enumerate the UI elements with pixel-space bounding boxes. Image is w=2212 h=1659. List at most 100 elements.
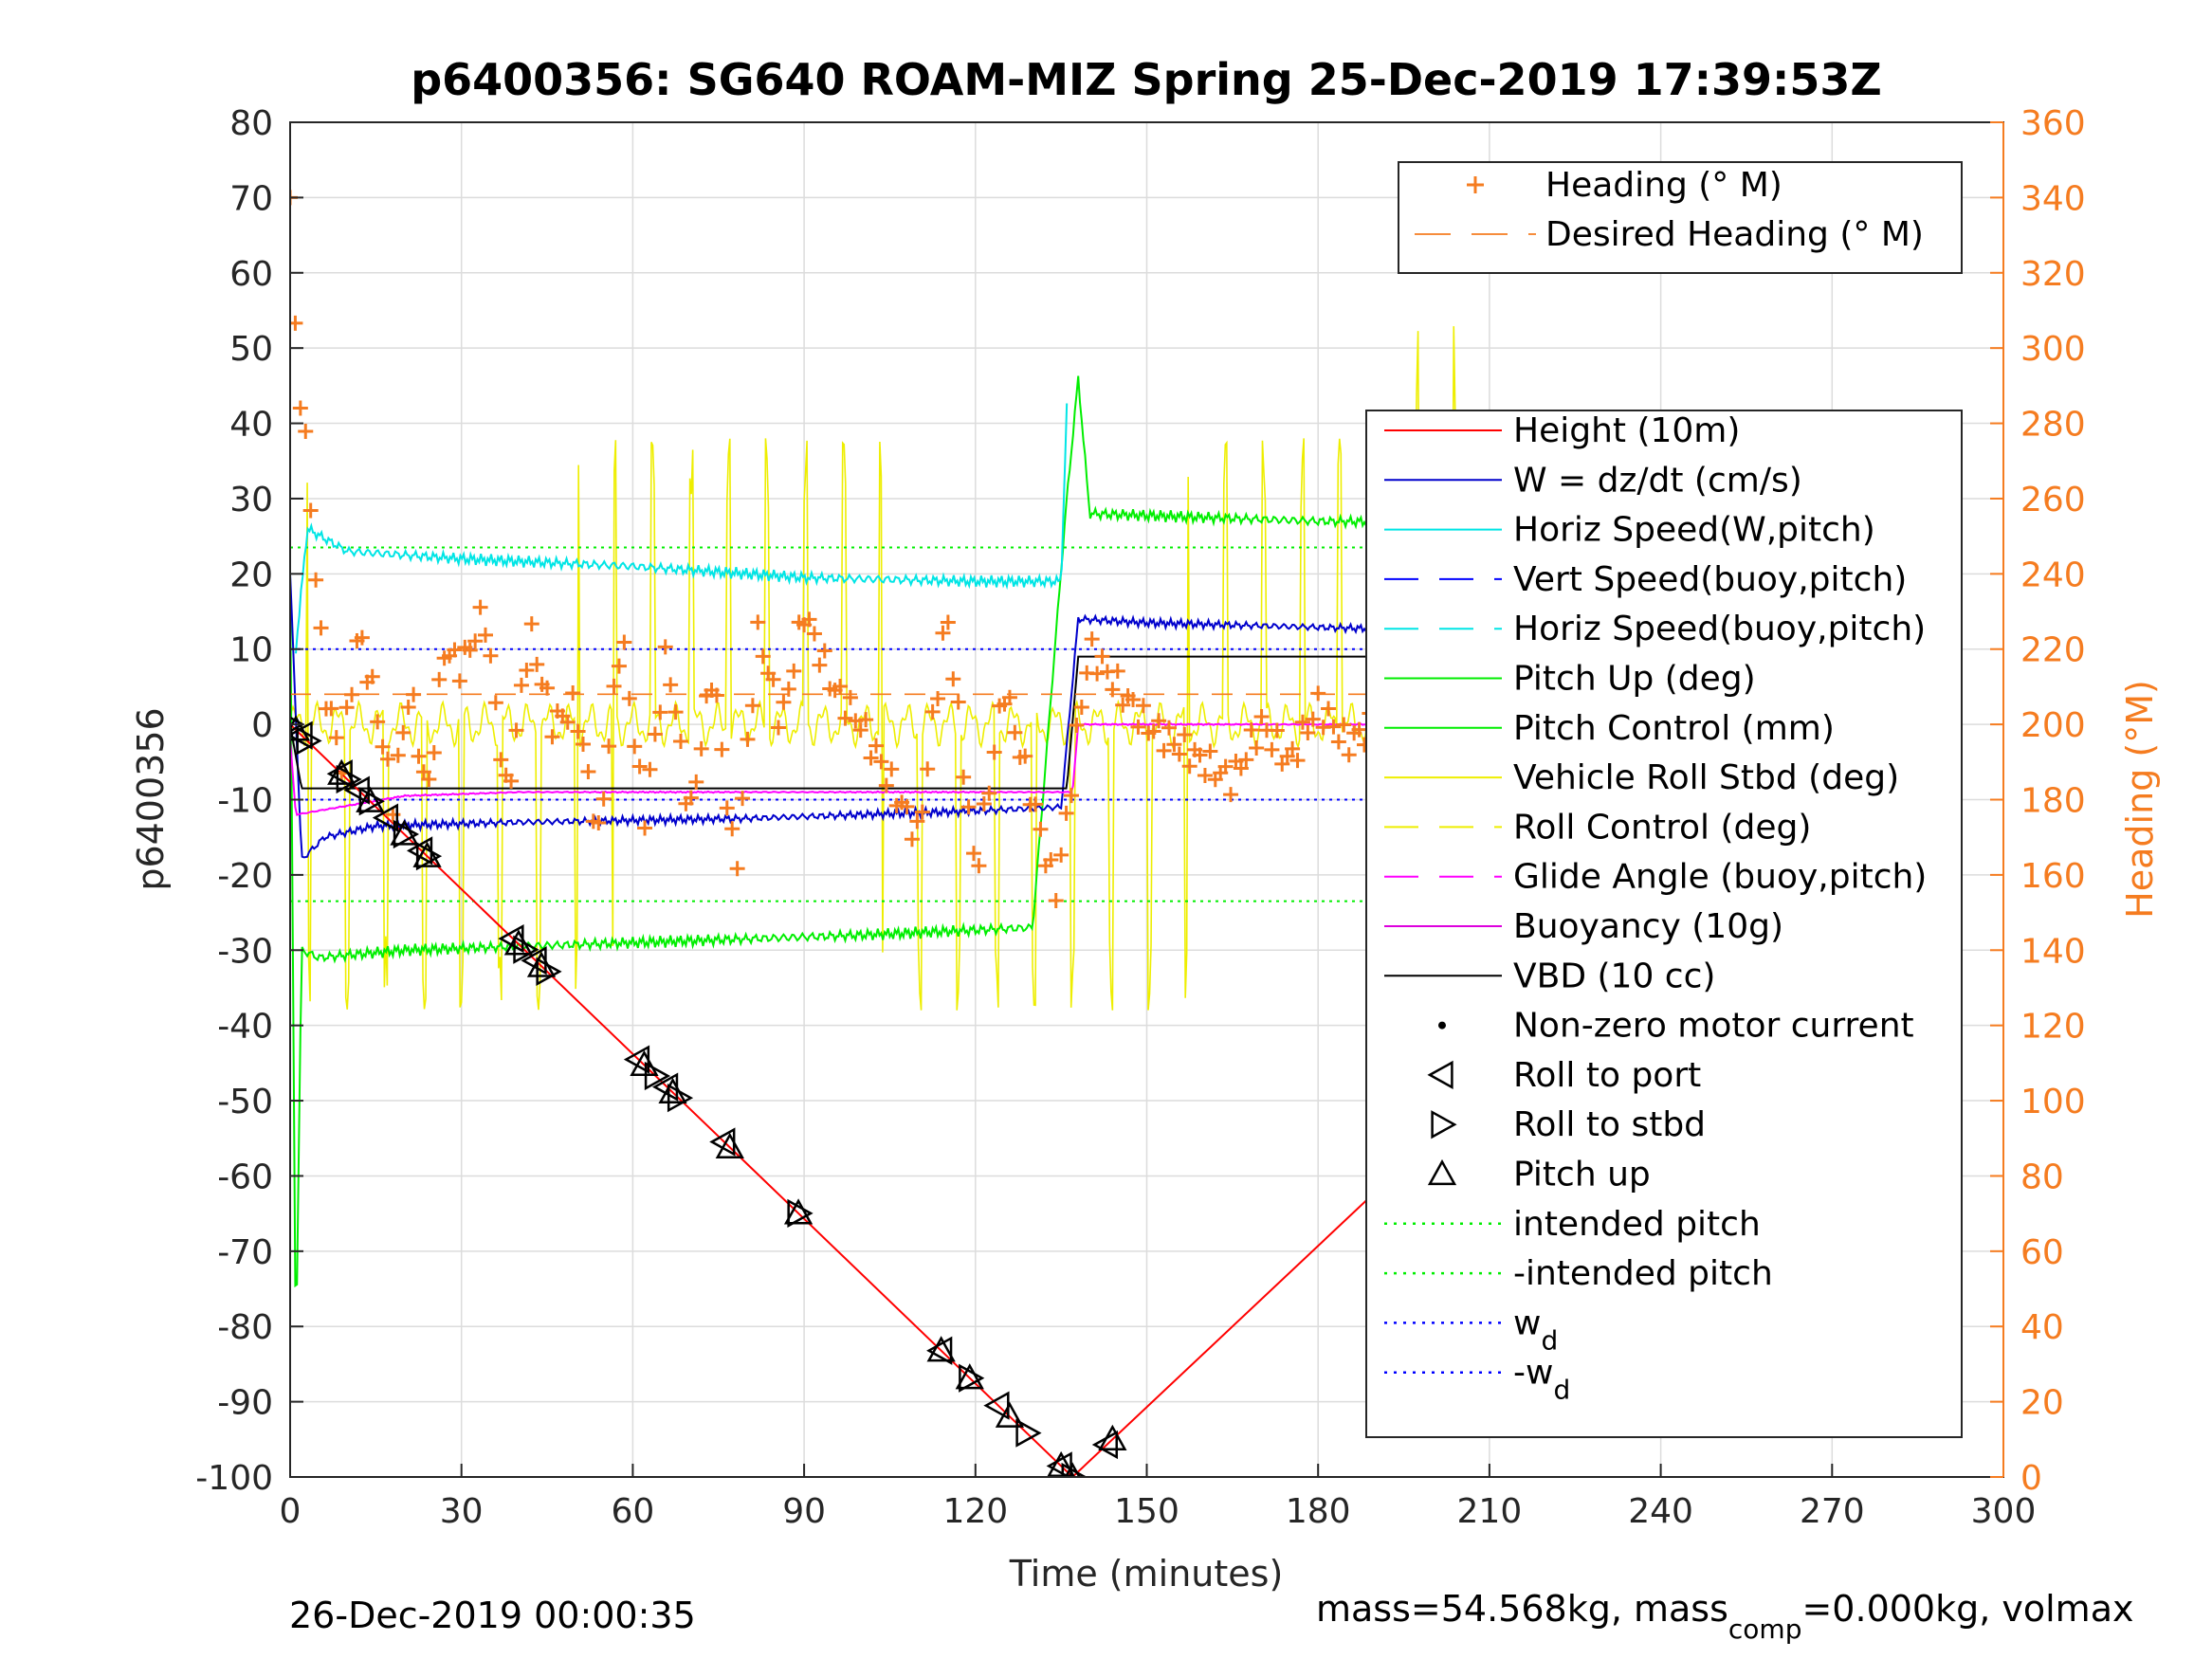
heading-marker bbox=[338, 700, 355, 716]
marker-roll-stbd bbox=[959, 1363, 985, 1393]
heading-marker bbox=[667, 704, 684, 720]
legend-symbol bbox=[1431, 1110, 1457, 1139]
legend-label-text: -intended pitch bbox=[1513, 1254, 1773, 1293]
heading-marker bbox=[1156, 742, 1172, 758]
legend-label-text: Pitch Control (mm) bbox=[1513, 709, 1835, 748]
heading-marker bbox=[451, 673, 467, 689]
x-tick-label: 150 bbox=[1114, 1492, 1179, 1531]
heading-marker bbox=[529, 656, 545, 672]
x-tick-label: 210 bbox=[1457, 1492, 1523, 1531]
legend-label: -wd bbox=[1513, 1354, 1570, 1406]
y-left-tick-label: 50 bbox=[229, 330, 273, 369]
heading-marker bbox=[780, 681, 796, 697]
legend-label: W = dz/dt (cm/s) bbox=[1513, 461, 1802, 500]
footer-mass: mass=54.568kg, masscomp=0.000kg, volmax bbox=[1316, 1588, 2133, 1645]
heading-marker bbox=[1166, 737, 1182, 753]
heading-marker bbox=[960, 799, 977, 815]
y-left-tick-label: -80 bbox=[217, 1308, 273, 1347]
legend-heading-symbol bbox=[1467, 176, 1484, 193]
heading-marker bbox=[899, 798, 915, 814]
heading-marker bbox=[575, 737, 591, 753]
marker-pitch-up bbox=[783, 1198, 814, 1225]
legend-label: Vert Speed(buoy,pitch) bbox=[1513, 560, 1907, 599]
heading-marker bbox=[1294, 714, 1310, 730]
legend-label-text: Pitch up bbox=[1513, 1156, 1651, 1194]
heading-marker bbox=[1274, 756, 1290, 772]
heading-marker bbox=[616, 634, 632, 650]
y-left-tick-label: -100 bbox=[195, 1459, 273, 1498]
heading-marker bbox=[559, 714, 576, 730]
heading-marker bbox=[735, 791, 751, 807]
legend-label: Pitch Control (mm) bbox=[1513, 709, 1835, 748]
heading-marker bbox=[313, 620, 329, 636]
heading-marker bbox=[467, 633, 484, 649]
y-left-tick-label: 70 bbox=[229, 179, 273, 218]
heading-marker bbox=[683, 790, 699, 806]
heading-marker bbox=[508, 722, 524, 738]
legend-symbol bbox=[1427, 1060, 1453, 1090]
heading-marker bbox=[801, 611, 817, 628]
marker-pitch-up bbox=[412, 841, 442, 867]
heading-marker bbox=[1253, 708, 1270, 724]
heading-marker bbox=[1300, 724, 1316, 740]
chart-title: p6400356: SG640 ROAM-MIZ Spring 25-Dec-2… bbox=[411, 54, 1882, 105]
heading-marker bbox=[1217, 758, 1234, 775]
legend-label-text: Roll Control (deg) bbox=[1513, 808, 1811, 847]
marker-pitch-up bbox=[503, 929, 534, 956]
heading-marker bbox=[1238, 752, 1254, 768]
heading-marker bbox=[770, 720, 786, 736]
legend-label: intended pitch bbox=[1513, 1205, 1761, 1244]
legend-label: Roll Control (deg) bbox=[1513, 808, 1811, 847]
heading-marker bbox=[375, 738, 391, 755]
heading-marker bbox=[354, 629, 370, 646]
legend-label: Height (10m) bbox=[1513, 411, 1740, 450]
x-tick-label: 240 bbox=[1628, 1492, 1693, 1531]
heading-marker bbox=[693, 740, 709, 757]
heading-marker bbox=[950, 694, 966, 710]
heading-marker bbox=[1171, 746, 1187, 762]
heading-marker bbox=[740, 731, 756, 747]
heading-marker bbox=[786, 663, 802, 679]
heading-marker bbox=[647, 726, 663, 742]
y-left-tick-label: -70 bbox=[217, 1233, 273, 1272]
heading-marker bbox=[591, 814, 607, 830]
legend-label: wd bbox=[1513, 1304, 1558, 1356]
heading-marker bbox=[1310, 685, 1326, 702]
marker-pitch-up bbox=[630, 1049, 659, 1077]
y-left-tick-label: -50 bbox=[217, 1083, 273, 1121]
heading-marker bbox=[487, 695, 503, 711]
heading-marker bbox=[776, 694, 792, 710]
legend-label-text: Vehicle Roll Stbd (deg) bbox=[1513, 758, 1899, 797]
heading-marker bbox=[755, 648, 771, 665]
heading-marker bbox=[858, 712, 874, 728]
heading-marker bbox=[1048, 893, 1064, 909]
heading-marker bbox=[1223, 787, 1239, 803]
heading-marker bbox=[642, 761, 658, 777]
heading-marker bbox=[493, 752, 509, 768]
y-right-tick-label: 40 bbox=[2020, 1308, 2064, 1347]
marker-roll-stbd bbox=[358, 787, 385, 816]
footer-datetime: 26-Dec-2019 00:00:35 bbox=[289, 1595, 696, 1636]
heading-marker bbox=[1305, 711, 1321, 727]
y-left-tick-label: -20 bbox=[217, 857, 273, 896]
heading-marker bbox=[884, 761, 900, 777]
y-axis-left-label: p6400356 bbox=[130, 707, 172, 890]
marker-pitch-up bbox=[290, 715, 311, 741]
heading-marker bbox=[842, 689, 858, 705]
heading-marker bbox=[523, 616, 539, 632]
heading-marker bbox=[663, 677, 679, 693]
heading-marker bbox=[1269, 722, 1285, 738]
legend-label-text: Vert Speed(buoy,pitch) bbox=[1513, 560, 1907, 599]
heading-marker bbox=[920, 761, 936, 777]
legend-label-text: Buoyancy (10g) bbox=[1513, 907, 1783, 946]
heading-marker bbox=[1084, 631, 1100, 647]
heading-marker bbox=[812, 657, 828, 673]
heading-marker bbox=[1007, 724, 1023, 740]
marker-roll-port bbox=[926, 1336, 953, 1365]
heading-marker bbox=[1069, 717, 1085, 733]
heading-marker bbox=[1063, 788, 1079, 804]
heading-marker bbox=[971, 858, 987, 874]
heading-marker bbox=[904, 831, 920, 848]
legend-label: Roll to stbd bbox=[1513, 1105, 1706, 1144]
legend-label-text: W = dz/dt (cm/s) bbox=[1513, 461, 1802, 500]
